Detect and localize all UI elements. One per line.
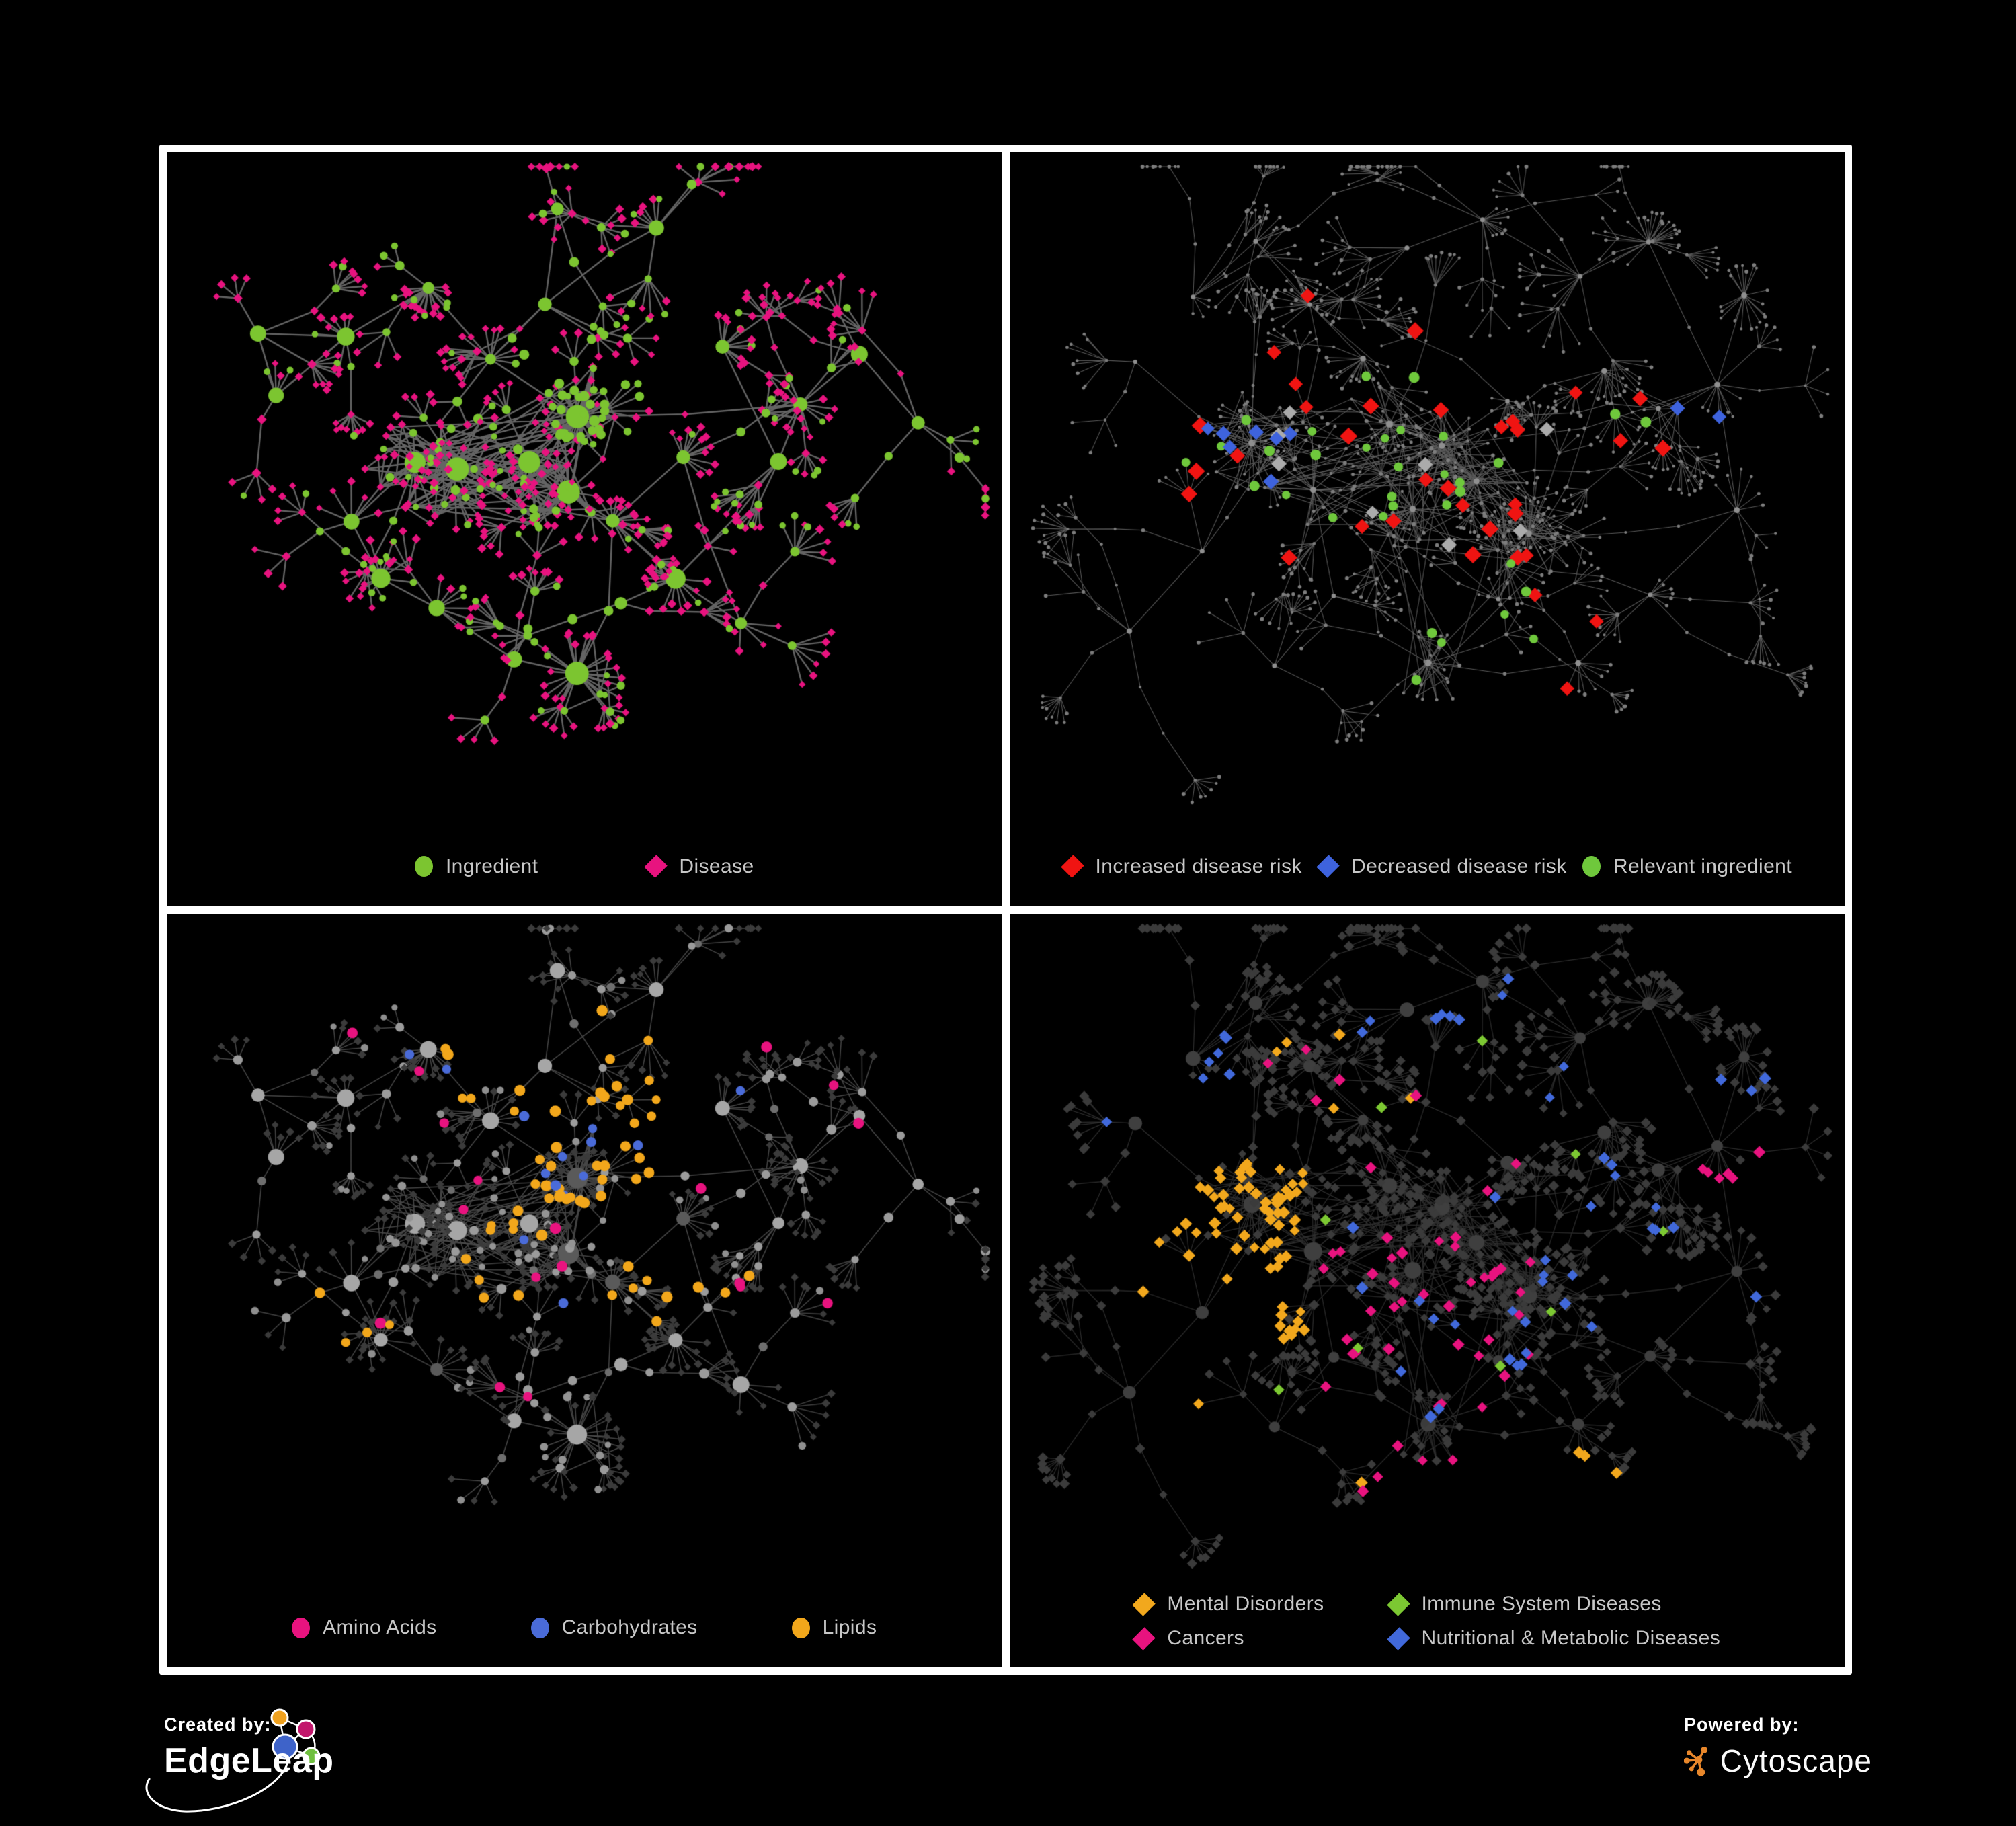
legend-item: Lipids <box>791 1616 877 1639</box>
legend-label: Amino Acids <box>323 1616 437 1638</box>
panel-nutrient-classes: Amino Acids Carbohydrates Lipids <box>167 913 1002 1667</box>
legend-disease-risk: Increased disease risk Decreased disease… <box>1010 855 1845 878</box>
powered-by-block: Powered by: Cytosc <box>1684 1714 1872 1783</box>
disease-category-network-canvas <box>1009 913 1845 1667</box>
legend-label: Increased disease risk <box>1095 855 1302 877</box>
decreased-risk-diamond-icon <box>1316 855 1340 878</box>
legend-item: Amino Acids <box>292 1616 436 1639</box>
legend-label: Relevant ingredient <box>1613 855 1792 877</box>
legend-label: Lipids <box>822 1616 877 1638</box>
legend-label: Carbohydrates <box>561 1616 698 1638</box>
panel-ingredient-disease: Ingredient Disease <box>167 152 1002 906</box>
legend-item: Immune System Diseases <box>1386 1592 1721 1616</box>
legend-label: Decreased disease risk <box>1351 855 1567 877</box>
legend-label: Ingredient <box>445 855 538 877</box>
panel-disease-categories: Mental Disorders Immune System Diseases … <box>1009 913 1845 1667</box>
legend-nutrient-classes: Amino Acids Carbohydrates Lipids <box>167 1616 1002 1639</box>
legend-label: Cancers <box>1167 1627 1244 1649</box>
cancers-diamond-icon <box>1132 1626 1156 1651</box>
legend-item: Disease <box>644 855 754 878</box>
legend-item: Carbohydrates <box>530 1616 698 1639</box>
legend-item: Increased disease risk <box>1060 855 1302 878</box>
edgeleap-logo-icon <box>145 1708 321 1813</box>
ingredient-disease-network-canvas <box>167 152 1002 906</box>
created-by-block: Created by: EdgeLeap <box>145 1708 446 1822</box>
legend-label: Nutritional & Metabolic Diseases <box>1421 1627 1721 1649</box>
disease-diamond-icon <box>644 855 668 878</box>
legend-disease-categories: Mental Disorders Immune System Diseases … <box>1010 1592 1845 1651</box>
amino-acids-circle-icon <box>292 1617 311 1638</box>
legend-item: Cancers <box>1132 1626 1324 1651</box>
nutrient-class-network-canvas <box>167 913 1002 1667</box>
cytoscape-wordmark: Cytoscape <box>1720 1743 1872 1778</box>
legend-label: Disease <box>679 855 754 877</box>
legend-ingredient-disease: Ingredient Disease <box>167 855 1002 878</box>
legend-item: Ingredient <box>414 855 538 878</box>
nutritional-metabolic-diseases-diamond-icon <box>1386 1626 1410 1651</box>
immune-system-diseases-diamond-icon <box>1386 1592 1410 1616</box>
increased-risk-diamond-icon <box>1060 855 1084 878</box>
legend-item: Mental Disorders <box>1132 1592 1324 1616</box>
lipids-circle-icon <box>791 1617 810 1638</box>
relevant-ingredient-circle-icon <box>1582 856 1601 877</box>
legend-label: Mental Disorders <box>1167 1593 1324 1615</box>
created-by-label: Created by: <box>164 1714 272 1735</box>
legend-item: Relevant ingredient <box>1582 855 1792 878</box>
powered-by-label: Powered by: <box>1684 1714 1800 1735</box>
cytoscape-logo-icon <box>1684 1746 1708 1776</box>
legend-item: Decreased disease risk <box>1316 855 1567 878</box>
carbohydrates-circle-icon <box>530 1617 549 1638</box>
ingredient-circle-icon <box>414 856 433 877</box>
panel-disease-risk: Increased disease risk Decreased disease… <box>1009 152 1845 906</box>
legend-label: Immune System Diseases <box>1421 1593 1662 1615</box>
edgeleap-wordmark: EdgeLeap <box>164 1741 334 1780</box>
mental-disorders-diamond-icon <box>1132 1592 1156 1616</box>
legend-item: Nutritional & Metabolic Diseases <box>1386 1626 1721 1651</box>
panel-grid: Ingredient Disease Increased disease ris… <box>159 145 1852 1675</box>
disease-risk-network-canvas <box>1009 152 1845 906</box>
